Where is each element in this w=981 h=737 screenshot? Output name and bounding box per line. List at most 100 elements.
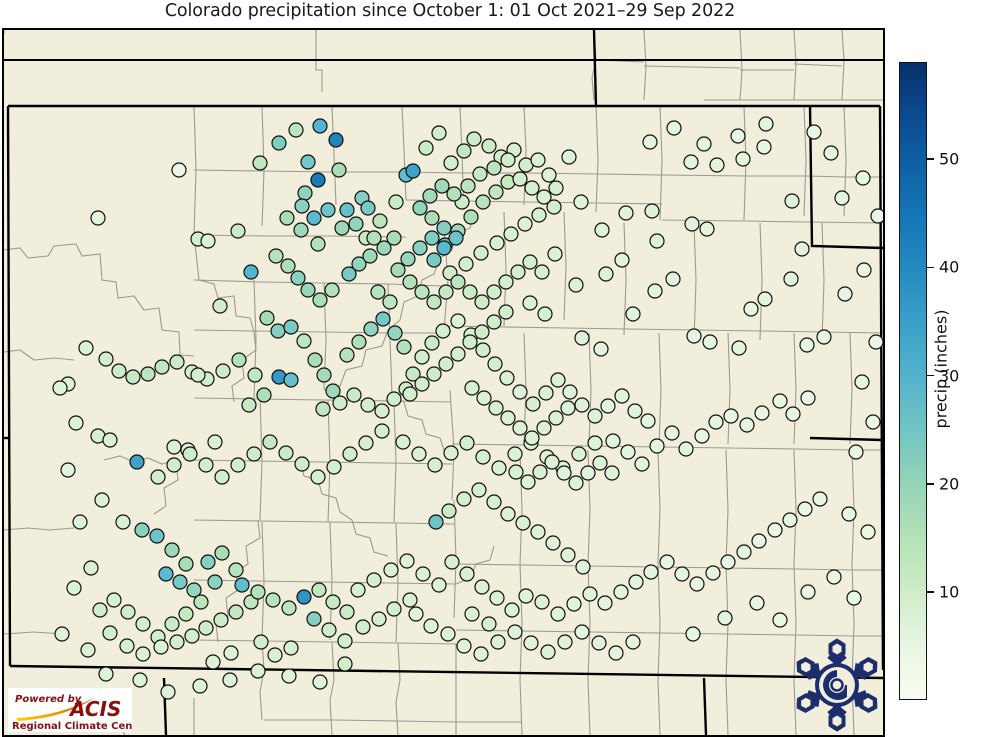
precip-point xyxy=(443,445,459,461)
precip-point xyxy=(375,311,391,327)
precip-point xyxy=(507,446,523,462)
precip-point xyxy=(458,256,474,272)
precip-point xyxy=(234,577,250,593)
precip-point xyxy=(525,396,541,412)
precip-point xyxy=(293,222,309,238)
precip-point xyxy=(797,501,813,517)
precip-point xyxy=(547,246,563,262)
precip-point xyxy=(647,283,663,299)
precip-point xyxy=(418,140,434,156)
precip-point xyxy=(265,592,281,608)
precip-point xyxy=(481,138,497,154)
precip-point xyxy=(214,469,230,485)
precip-point xyxy=(440,626,456,642)
colorbar[interactable]: 10 20 30 40 50 xyxy=(899,62,959,700)
precip-point xyxy=(325,594,341,610)
precip-point xyxy=(60,462,76,478)
precip-point xyxy=(383,562,399,578)
precip-point xyxy=(566,596,582,612)
precip-point xyxy=(360,397,376,413)
precip-point xyxy=(550,372,566,388)
precip-point xyxy=(306,210,322,226)
precip-point xyxy=(200,554,216,570)
precip-point xyxy=(178,556,194,572)
precip-point xyxy=(362,248,378,264)
precip-point xyxy=(649,438,665,454)
precip-point xyxy=(837,286,853,302)
precip-point xyxy=(98,351,114,367)
precip-point xyxy=(207,434,223,450)
precip-point xyxy=(310,469,326,485)
precip-point xyxy=(230,223,246,239)
precip-point xyxy=(784,193,800,209)
precip-point xyxy=(540,644,556,660)
precip-point xyxy=(587,408,603,424)
precip-point xyxy=(515,515,531,531)
precip-point xyxy=(474,294,490,310)
precip-point xyxy=(834,190,850,206)
precip-point xyxy=(186,582,202,598)
precip-point xyxy=(573,194,589,210)
precip-point xyxy=(158,566,174,582)
precip-point xyxy=(334,220,350,236)
precip-point xyxy=(550,606,566,622)
precip-point xyxy=(259,310,275,326)
precip-point xyxy=(767,522,783,538)
precip-point xyxy=(431,577,447,593)
precip-point xyxy=(166,439,182,455)
precip-point xyxy=(618,205,634,221)
precip-point xyxy=(696,136,712,152)
precip-point xyxy=(598,266,614,282)
precip-point xyxy=(794,241,810,257)
map-plot-area[interactable] xyxy=(2,28,885,737)
precip-point xyxy=(561,149,577,165)
precip-point xyxy=(865,414,881,430)
precip-point xyxy=(332,395,348,411)
precip-point xyxy=(192,678,208,694)
precip-point xyxy=(241,397,257,413)
precip-point xyxy=(300,154,316,170)
precip-point xyxy=(486,284,502,300)
precip-point xyxy=(860,524,876,540)
precip-point xyxy=(772,612,788,628)
state-border-layer xyxy=(4,30,883,735)
snowflake-logo xyxy=(789,637,885,733)
precip-point xyxy=(870,208,883,224)
precip-point xyxy=(523,635,539,651)
precip-point xyxy=(503,226,519,242)
precip-point xyxy=(316,367,332,383)
precip-point xyxy=(674,566,690,582)
precip-point xyxy=(620,444,636,460)
precip-point xyxy=(628,574,644,590)
precip-point xyxy=(504,602,520,618)
acis-logo[interactable]: Powered by ACIS Regional Climate Centers xyxy=(8,688,132,732)
precip-point xyxy=(754,405,770,421)
precip-point xyxy=(307,352,323,368)
precip-point xyxy=(723,408,739,424)
precip-point xyxy=(664,425,680,441)
precip-point xyxy=(402,386,418,402)
precip-point xyxy=(408,606,424,622)
precip-point xyxy=(560,547,576,563)
precip-point xyxy=(500,152,516,168)
precip-point xyxy=(214,545,230,561)
precip-point xyxy=(855,170,871,186)
precip-point xyxy=(223,645,239,661)
precip-point xyxy=(450,274,466,290)
precip-point xyxy=(374,423,390,439)
precip-point xyxy=(363,321,379,337)
precip-point xyxy=(643,564,659,580)
precip-point xyxy=(68,415,84,431)
precip-point xyxy=(587,435,603,451)
precip-point xyxy=(466,131,482,147)
precip-point xyxy=(405,366,421,382)
precip-point xyxy=(399,553,415,569)
precip-point xyxy=(386,230,402,246)
precip-point xyxy=(758,116,774,132)
precip-point xyxy=(436,220,452,236)
precip-point xyxy=(544,454,560,470)
precip-point xyxy=(812,491,828,507)
precip-point xyxy=(524,430,540,446)
precip-point xyxy=(530,152,546,168)
precip-point xyxy=(360,200,376,216)
